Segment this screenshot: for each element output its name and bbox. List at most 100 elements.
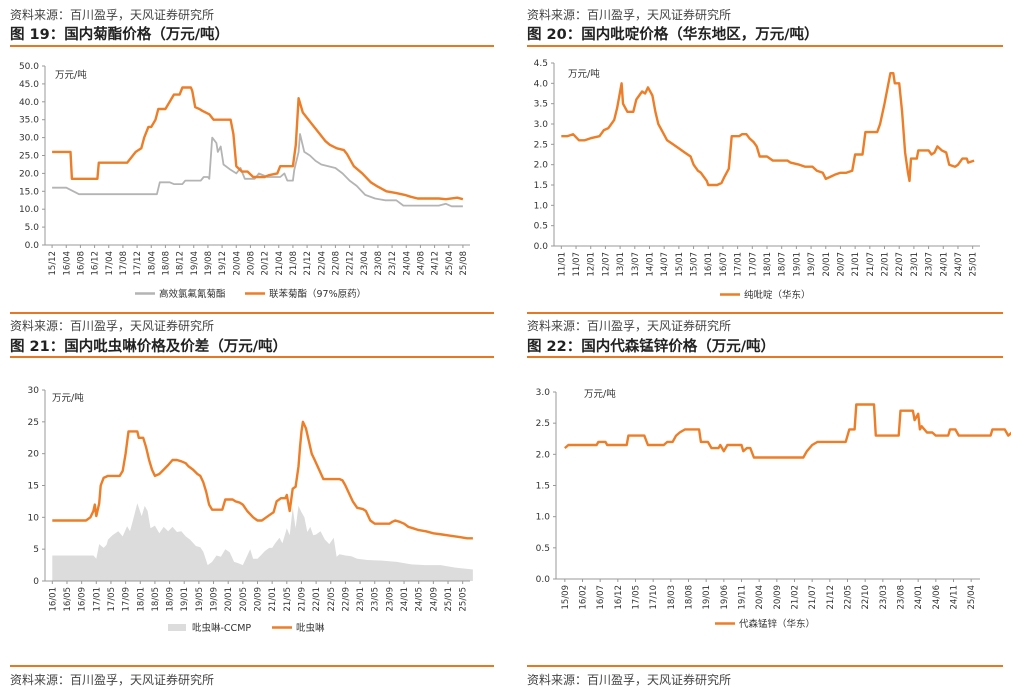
x-tick-label: 22/07 [895,252,905,277]
x-tick-label: 24/11 [950,585,960,610]
x-tick-label: 18/08 [161,251,171,276]
title-divider [527,45,1003,47]
title-divider [527,356,1003,358]
x-tick-label: 20/05 [239,587,249,612]
legend-label: 纯吡啶（华东） [744,289,811,301]
y-tick-label: 50.0 [19,62,39,72]
x-tick-label: 18/09 [166,587,176,612]
x-tick-label: 20/12 [261,251,271,276]
y-tick-label: 2.5 [536,419,550,429]
source-note: 资料来源：百川盈孚，天风证券研究所 [10,8,215,22]
unit-label: 万元/吨 [568,68,600,80]
x-tick-label: 18/05 [151,587,161,612]
chart-imidacloprid-price: 0 5 10 15 20 25 30 16/01 16/05 16/09 17/01 17/05 17/… [28,386,473,634]
x-tick-label: 20/09 [773,585,783,610]
x-tick-label: 24/01 [939,252,949,277]
chart-title: 图 20：国内吡啶价格（华东地区，万元/吨） [527,27,819,43]
x-tick-label: 17/05 [107,587,117,612]
x-tick-label: 18/04 [147,251,157,276]
x-tick-label: 18/01 [763,252,773,277]
y-tick-label: 5.0 [25,223,40,233]
x-tick-label: 17/05 [632,585,642,610]
title-divider [10,356,494,358]
y-tick-label: 25.0 [19,152,39,162]
x-tick-label: 23/01 [356,587,366,612]
bottom-divider [527,665,1003,667]
y-tick-label: 4.0 [534,79,549,89]
x-tick-label: 18/08 [685,585,695,610]
x-tick-label: 18/01 [136,587,146,612]
x-tick-label: 22/09 [341,587,351,612]
x-tick-label: 17/01 [734,252,744,277]
x-tick-label: 19/12 [218,251,228,276]
x-tick-label: 16/01 [48,587,58,612]
x-tick-label: 19/01 [180,587,190,612]
x-tick-label: 16/12 [91,251,101,276]
x-tick-label: 20/01 [224,587,234,612]
x-tick-label: 20/08 [246,251,256,276]
x-tick-label: 19/01 [702,585,712,610]
x-tick-label: 22/10 [861,585,871,610]
x-tick-label: 20/07 [836,252,846,277]
y-tick-label: 3.5 [534,100,548,110]
y-tick-label: 30.0 [19,134,39,144]
x-tick-label: 20/04 [755,585,765,610]
y-tick-label: 3.0 [534,120,549,130]
chart-title: 图 22：国内代森锰锌价格（万元/吨） [527,339,776,355]
x-tick-label: 17/10 [649,585,659,610]
x-tick-label: 17/01 [92,587,102,612]
x-tick-label: 21/07 [808,585,818,610]
chart-title: 图 21：国内吡虫啉价格及价差（万元/吨） [10,339,288,355]
y-tick-label: 15.0 [19,187,39,197]
x-tick-label: 13/07 [631,252,641,277]
x-tick-label: 19/01 [792,252,802,277]
x-tick-label: 12/07 [601,252,611,277]
x-tick-label: 18/03 [667,585,677,610]
bottom-divider [10,665,494,667]
chart-title: 图 19：国内菊酯价格（万元/吨） [10,27,230,43]
x-tick-label: 11/01 [557,252,567,277]
y-tick-label: 20.0 [19,169,39,179]
y-tick-label: 3.0 [536,388,551,398]
legend-label: 联苯菊酯（97%原药） [269,288,366,300]
series-line-1 [52,420,473,540]
x-tick-label: 23/05 [371,587,381,612]
unit-label: 万元/吨 [584,388,616,400]
x-tick-label: 21/09 [298,587,308,612]
x-tick-label: 21/04 [275,251,285,276]
x-tick-label: 17/08 [119,251,129,276]
x-tick-label: 21/01 [851,252,861,277]
legend-label: 高效氯氟氰菊酯 [159,288,226,300]
x-tick-label: 25/04 [445,251,455,276]
x-tick-label: 16/05 [63,587,73,612]
x-tick-label: 24/05 [415,587,425,612]
series-line-1 [52,86,464,201]
y-tick-label: 35.0 [19,116,39,126]
x-tick-label: 21/08 [289,251,299,276]
y-tick-label: 1.0 [534,201,549,211]
x-tick-label: 19/09 [210,587,220,612]
x-tick-label: 21/07 [866,252,876,277]
x-tick-label: 12/01 [587,252,597,277]
y-tick-label: 20 [28,450,40,460]
source-note: 资料来源：百川盈孚，天风证券研究所 [10,319,215,333]
y-tick-label: 5 [33,545,39,555]
x-tick-label: 19/08 [204,251,214,276]
x-tick-label: 24/09 [429,587,439,612]
legend-swatch [168,624,186,631]
x-tick-label: 22/05 [844,585,854,610]
chart-mancozeb-price: 0.0 0.5 1.0 1.5 2.0 2.5 3.0 15/09 16/02 16/07 16/1… [536,388,1011,630]
x-tick-label: 22/05 [327,587,337,612]
y-tick-label: 0.0 [536,575,551,585]
y-tick-label: 45.0 [19,80,39,90]
x-tick-label: 19/06 [720,585,730,610]
y-tick-label: 2.0 [534,161,549,171]
x-tick-label: 17/12 [133,251,143,276]
x-tick-label: 20/04 [232,251,242,276]
y-tick-label: 1.5 [534,181,548,191]
chart-pyrethroid-price: 0.0 5.0 10.0 15.0 20.0 25.0 30.0 35.0 40.0 45.0 50… [19,62,470,300]
x-tick-label: 11/07 [572,252,582,277]
x-tick-label: 16/07 [719,252,729,277]
x-tick-label: 24/01 [914,585,924,610]
x-tick-label: 24/04 [402,251,412,276]
